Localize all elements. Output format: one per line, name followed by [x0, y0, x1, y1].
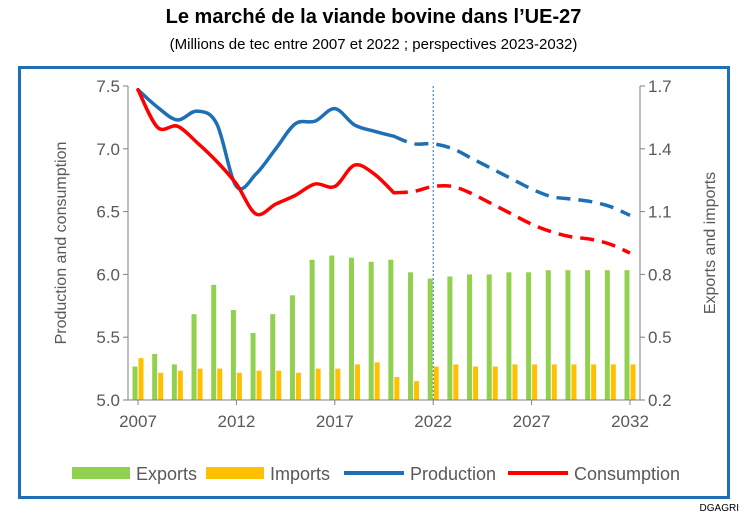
exports-bar [152, 353, 158, 400]
right-tick-label: 1.1 [648, 203, 672, 222]
consumption-line-historical [136, 88, 396, 217]
imports-bar [591, 364, 597, 400]
production-line-historical [136, 88, 396, 191]
imports-bar [256, 370, 262, 400]
consumption-legend-label: Consumption [574, 464, 680, 484]
left-tick-label: 6.0 [96, 265, 120, 284]
exports-bar [565, 270, 571, 400]
exports-bar [348, 257, 354, 400]
exports-bar [585, 270, 591, 400]
imports-bar [295, 372, 301, 400]
exports-bar [486, 274, 492, 400]
exports-bar [250, 333, 256, 400]
right-tick-label: 1.4 [648, 140, 672, 159]
chart-frame [18, 66, 730, 499]
exports-bar [447, 276, 453, 400]
left-tick-label: 6.5 [96, 203, 120, 222]
chart-title: Le marché de la viande bovine dans l’UE-… [165, 6, 582, 28]
chart-subtitle: (Millions de tec entre 2007 et 2022 ; pe… [169, 36, 578, 53]
consumption-line-projection [393, 183, 631, 255]
x-tick-label: 2007 [119, 412, 157, 431]
bars [132, 255, 636, 400]
exports-bar [230, 309, 236, 400]
imports-bar [414, 381, 420, 400]
exports-bar [624, 270, 630, 400]
imports-bar [354, 364, 360, 400]
exports-bar [132, 366, 138, 400]
exports-bar [545, 270, 551, 400]
imports-bar [374, 362, 380, 400]
imports-bar [177, 370, 183, 400]
imports-legend-label: Imports [270, 464, 330, 484]
imports-bar [551, 364, 557, 400]
x-tick-label: 2022 [414, 412, 452, 431]
axes [123, 85, 645, 405]
exports-bar [191, 314, 197, 400]
x-tick-label: 2027 [513, 412, 551, 431]
right-tick-label: 0.2 [648, 391, 672, 410]
exports-bar [289, 295, 295, 400]
imports-bar [610, 364, 616, 400]
exports-bar [604, 270, 610, 400]
imports-bar [433, 366, 439, 400]
imports-bar [453, 364, 459, 400]
exports-bar [388, 259, 394, 400]
imports-bar [335, 368, 341, 400]
imports-bar [197, 368, 203, 400]
imports-bar [315, 368, 321, 400]
legend: Exports Imports Production Consumption [72, 464, 680, 484]
exports-bar [171, 364, 177, 400]
exports-bar [408, 272, 414, 400]
exports-bar [368, 261, 374, 400]
imports-bar [512, 364, 518, 400]
left-tick-label: 5.0 [96, 391, 120, 410]
right-tick-label: 0.8 [648, 265, 672, 284]
imports-bar [217, 368, 223, 400]
exports-bar [427, 278, 433, 400]
imports-legend-swatch [206, 467, 264, 479]
exports-bar [309, 259, 315, 400]
x-tick-label: 2017 [316, 412, 354, 431]
exports-bar [329, 255, 335, 400]
exports-bar [526, 272, 532, 400]
imports-bar [158, 372, 164, 400]
exports-bar [211, 284, 217, 400]
left-tick-label: 7.5 [96, 77, 120, 96]
lines [136, 88, 631, 255]
exports-bar [506, 272, 512, 400]
production-line-projection [393, 134, 631, 217]
imports-bar [630, 364, 636, 400]
exports-bar [270, 314, 276, 400]
exports-legend-swatch [72, 467, 130, 479]
exports-legend-label: Exports [136, 464, 197, 484]
production-legend-label: Production [410, 464, 496, 484]
imports-bar [394, 376, 400, 400]
imports-bar [138, 358, 144, 400]
imports-bar [236, 372, 242, 400]
left-tick-label: 5.5 [96, 328, 120, 347]
x-tick-label: 2012 [217, 412, 255, 431]
imports-bar [532, 364, 538, 400]
right-axis-title: Exports and imports [702, 172, 719, 314]
left-axis-title: Production and consumption [53, 142, 70, 345]
tick-labels: 5.0 5.5 6.0 6.5 7.0 7.5 0.2 0.5 0.8 1.1 1.4 1.7 2007… [53, 77, 719, 431]
source-credit: DGAGRI [699, 503, 739, 514]
right-tick-label: 1.7 [648, 77, 672, 96]
imports-bar [571, 364, 577, 400]
exports-bar [467, 274, 473, 400]
right-tick-label: 0.5 [648, 328, 672, 347]
x-tick-label: 2032 [611, 412, 649, 431]
imports-bar [473, 366, 479, 400]
imports-bar [276, 370, 282, 400]
imports-bar [492, 366, 498, 400]
left-tick-label: 7.0 [96, 140, 120, 159]
